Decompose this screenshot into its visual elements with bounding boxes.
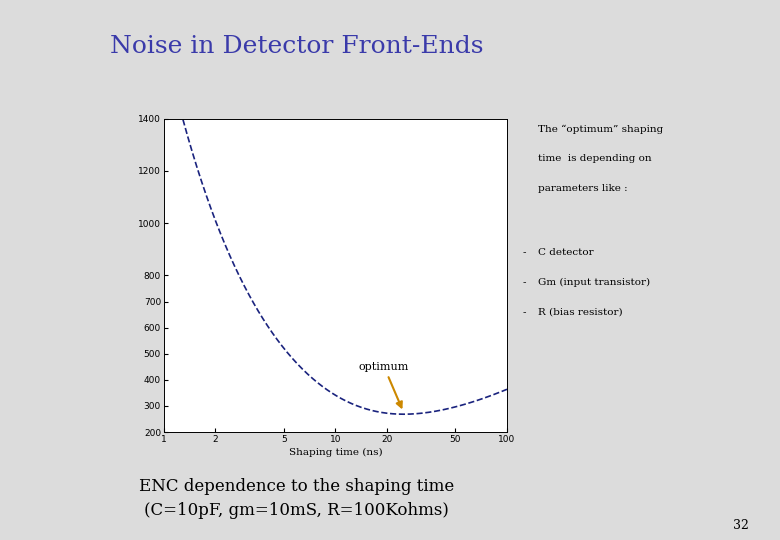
Text: C detector: C detector <box>538 248 594 258</box>
Text: optimum: optimum <box>359 362 410 407</box>
Text: time  is depending on: time is depending on <box>538 154 652 163</box>
Text: -: - <box>523 278 526 287</box>
Text: parameters like :: parameters like : <box>538 184 628 193</box>
Text: Noise in Detector Front-Ends: Noise in Detector Front-Ends <box>110 35 483 58</box>
Text: 32: 32 <box>733 519 749 532</box>
Text: R (bias resistor): R (bias resistor) <box>538 308 622 317</box>
X-axis label: Shaping time (ns): Shaping time (ns) <box>289 448 382 457</box>
Text: -: - <box>523 308 526 317</box>
Text: -: - <box>523 248 526 258</box>
Text: ENC dependence to the shaping time: ENC dependence to the shaping time <box>139 478 454 495</box>
Text: Gm (input transistor): Gm (input transistor) <box>538 278 651 287</box>
Text: The “optimum” shaping: The “optimum” shaping <box>538 124 664 133</box>
Text: (C=10pF, gm=10mS, R=100Kohms): (C=10pF, gm=10mS, R=100Kohms) <box>144 502 448 519</box>
